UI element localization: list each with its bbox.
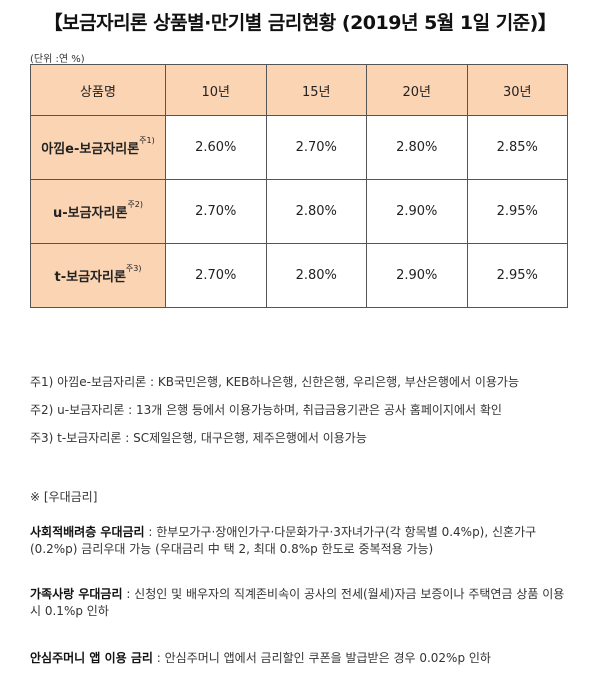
preferential-text: : 신청인 및 배우자의 직계존비속이 공사의 전세(월세)자금 보증이나 주택… (30, 587, 565, 618)
preferential-item: 사회적배려층 우대금리 : 한부모가구·장애인가구·다문화가구·3자녀가구(각 … (30, 524, 575, 558)
product-name: 아낌e-보금자리론주1) (30, 115, 166, 180)
product-name: t-보금자리론주3) (30, 243, 166, 308)
footnote-1: 주1) 아낌e-보금자리론 : KB국민은행, KEB하나은행, 신한은행, 우… (30, 375, 519, 389)
rate-cell: 2.95% (466, 243, 568, 308)
footnote-mark: 주3) (125, 264, 142, 273)
table-row: t-보금자리론주3) 2.70% 2.80% 2.90% 2.95% (30, 243, 568, 308)
rate-cell: 2.95% (466, 179, 568, 244)
rate-table: 상품명 10년 15년 20년 30년 아낌e-보금자리론주1) 2.60% 2… (30, 64, 568, 308)
footnote-mark: 주2) (127, 200, 144, 209)
rate-cell: 2.85% (466, 115, 568, 180)
preferential-text: : 안심주머니 앱에서 금리할인 쿠폰을 발급받은 경우 0.02%p 인하 (152, 651, 491, 665)
product-name-text: u-보금자리론 (52, 206, 128, 221)
preferential-text: : 한부모가구·장애인가구·다문화가구·3자녀가구(각 항목별 0.4%p), … (30, 525, 537, 556)
header-10y: 10년 (165, 64, 267, 116)
rate-cell: 2.70% (165, 243, 267, 308)
header-20y: 20년 (366, 64, 468, 116)
rate-cell: 2.90% (366, 243, 468, 308)
preferential-label: 안심주머니 앱 이용 금리 (30, 651, 153, 665)
rate-cell: 2.70% (165, 179, 267, 244)
rate-cell: 2.90% (366, 179, 468, 244)
footnote-mark: 주1) (139, 136, 155, 145)
table-header-row: 상품명 10년 15년 20년 30년 (30, 64, 568, 116)
header-30y: 30년 (466, 64, 568, 116)
preferential-label: 사회적배려층 우대금리 (30, 525, 145, 539)
page-title: 【보금자리론 상품별·만기별 금리현황 (2019년 5월 1일 기준)】 (43, 12, 557, 34)
product-name-text: 아낌e-보금자리론 (41, 142, 140, 157)
preferential-item: 안심주머니 앱 이용 금리 : 안심주머니 앱에서 금리할인 쿠폰을 발급받은 … (30, 650, 575, 667)
unit-label: (단위 :연 %) (30, 54, 85, 65)
preferential-label: 가족사랑 우대금리 (30, 587, 123, 601)
footnote-3: 주3) t-보금자리론 : SC제일은행, 대구은행, 제주은행에서 이용가능 (30, 431, 367, 445)
header-product: 상품명 (30, 64, 166, 116)
rate-cell: 2.80% (265, 179, 367, 244)
rate-cell: 2.60% (165, 115, 267, 180)
rate-cell: 2.80% (265, 243, 367, 308)
preferential-item: 가족사랑 우대금리 : 신청인 및 배우자의 직계존비속이 공사의 전세(월세)… (30, 586, 575, 620)
rate-cell: 2.70% (265, 115, 367, 180)
table-row: u-보금자리론주2) 2.70% 2.80% 2.90% 2.95% (30, 179, 568, 244)
preferential-rate-heading: ※ [우대금리] (30, 490, 98, 504)
header-15y: 15년 (265, 64, 367, 116)
rate-cell: 2.80% (366, 115, 468, 180)
footnote-2: 주2) u-보금자리론 : 13개 은행 등에서 이용가능하며, 취급금융기관은… (30, 403, 502, 417)
table-row: 아낌e-보금자리론주1) 2.60% 2.70% 2.80% 2.85% (30, 115, 568, 180)
footnotes: 주1) 아낌e-보금자리론 : KB국민은행, KEB하나은행, 신한은행, 우… (30, 374, 519, 458)
product-name: u-보금자리론주2) (30, 179, 166, 244)
product-name-text: t-보금자리론 (54, 270, 126, 285)
